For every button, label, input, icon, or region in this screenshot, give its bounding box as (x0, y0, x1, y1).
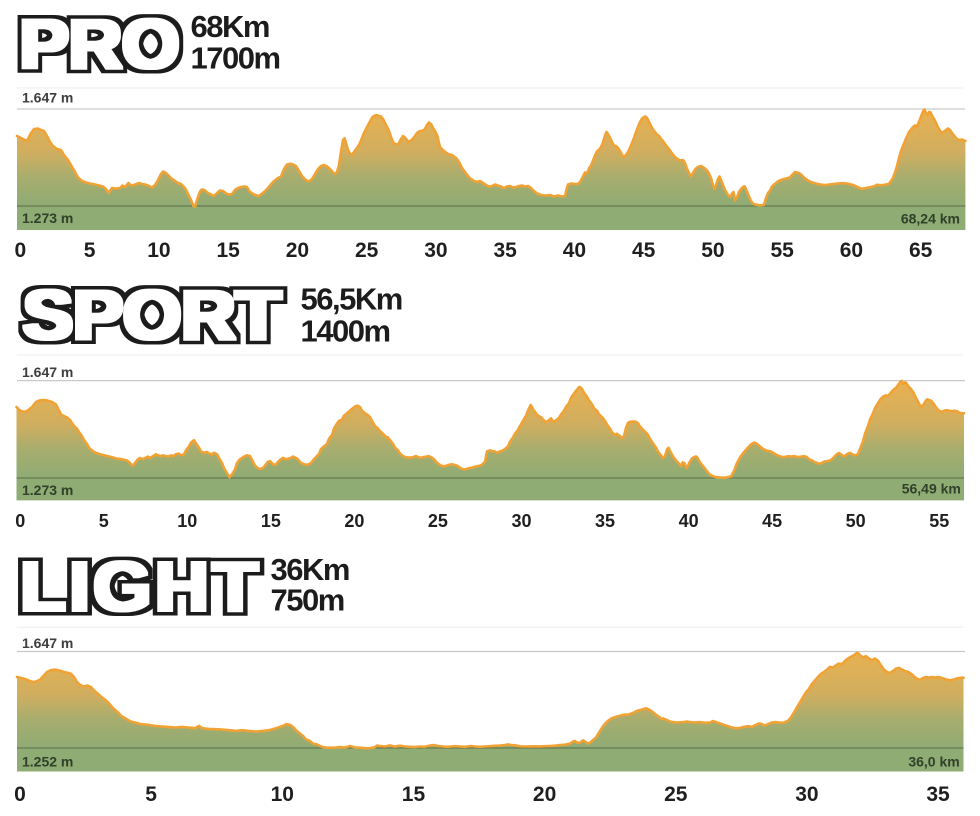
svg-text:0: 0 (15, 511, 25, 531)
svg-text:0: 0 (15, 239, 27, 262)
svg-text:1.647 m: 1.647 m (22, 635, 73, 651)
svg-text:20: 20 (286, 239, 309, 262)
svg-text:1.252 m: 1.252 m (22, 753, 73, 769)
svg-text:750m: 750m (271, 583, 344, 618)
svg-text:35: 35 (926, 783, 950, 806)
svg-text:1.647 m: 1.647 m (22, 89, 73, 105)
svg-text:15: 15 (402, 783, 426, 806)
svg-text:10: 10 (147, 239, 170, 262)
svg-text:30: 30 (795, 783, 818, 806)
svg-text:36,0 km: 36,0 km (908, 753, 959, 769)
svg-text:40: 40 (679, 511, 699, 531)
svg-text:1.273 m: 1.273 m (22, 210, 73, 226)
svg-text:PRO: PRO (20, 6, 180, 84)
svg-text:30: 30 (424, 239, 447, 262)
svg-text:25: 25 (428, 511, 448, 531)
svg-text:65: 65 (909, 239, 933, 262)
svg-text:68Km: 68Km (191, 9, 269, 44)
svg-text:20: 20 (533, 783, 556, 806)
svg-text:1.647 m: 1.647 m (22, 364, 73, 380)
svg-text:SPORT: SPORT (23, 276, 281, 354)
svg-text:1400m: 1400m (301, 313, 390, 348)
svg-text:15: 15 (261, 511, 281, 531)
svg-text:20: 20 (344, 511, 364, 531)
svg-text:40: 40 (563, 239, 586, 262)
svg-text:1.273 m: 1.273 m (22, 482, 73, 498)
svg-text:35: 35 (595, 511, 615, 531)
svg-text:55: 55 (929, 511, 949, 531)
svg-text:5: 5 (99, 511, 109, 531)
svg-text:25: 25 (355, 239, 379, 262)
svg-text:0: 0 (14, 783, 26, 806)
svg-text:60: 60 (840, 239, 863, 262)
svg-text:10: 10 (271, 783, 294, 806)
svg-text:55: 55 (770, 239, 794, 262)
svg-text:45: 45 (762, 511, 782, 531)
svg-text:1700m: 1700m (191, 41, 280, 76)
svg-text:35: 35 (493, 239, 517, 262)
svg-text:PRO: PRO (20, 6, 180, 84)
svg-text:45: 45 (632, 239, 656, 262)
svg-text:LIGHT: LIGHT (20, 548, 261, 626)
svg-text:SPORT: SPORT (23, 276, 281, 354)
svg-text:5: 5 (84, 239, 96, 262)
svg-text:50: 50 (701, 239, 724, 262)
svg-text:LIGHT: LIGHT (20, 548, 261, 626)
svg-text:68,24 km: 68,24 km (901, 210, 960, 226)
svg-text:30: 30 (511, 511, 531, 531)
svg-text:5: 5 (145, 783, 157, 806)
svg-text:25: 25 (664, 783, 688, 806)
svg-text:56,5Km: 56,5Km (301, 281, 402, 316)
svg-text:36Km: 36Km (271, 552, 349, 587)
svg-text:50: 50 (846, 511, 866, 531)
svg-text:15: 15 (216, 239, 240, 262)
svg-text:56,49 km: 56,49 km (902, 481, 961, 497)
svg-text:10: 10 (177, 511, 197, 531)
